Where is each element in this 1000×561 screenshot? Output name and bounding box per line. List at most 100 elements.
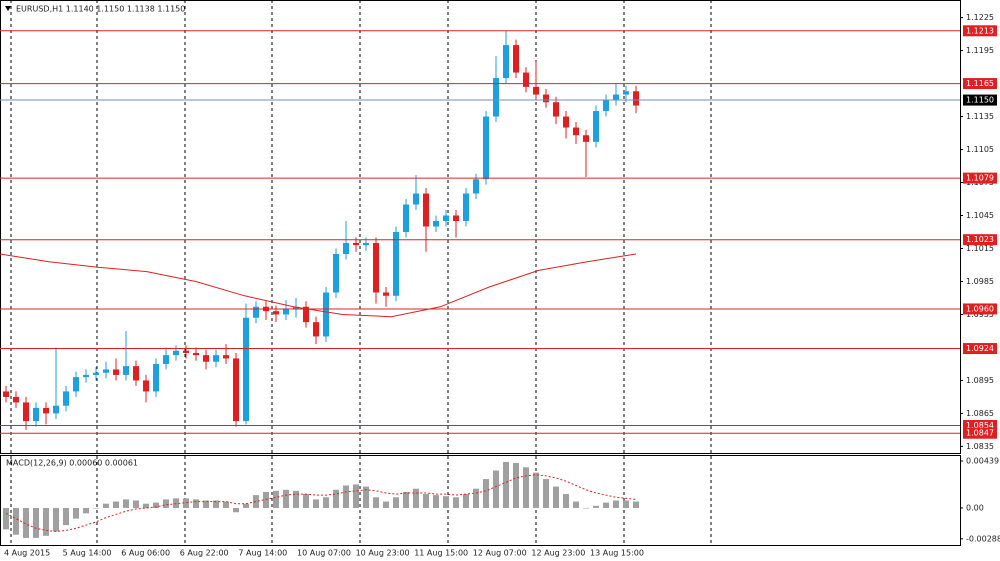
macd-bar	[183, 498, 189, 508]
candle-body	[183, 350, 189, 353]
macd-bar	[313, 499, 319, 508]
macd-bar	[433, 495, 439, 508]
candle-body	[233, 358, 239, 422]
candle-body	[173, 350, 179, 356]
x-tick-label: 10 Aug 07:00	[297, 549, 351, 558]
level-label: 1.0854	[966, 421, 994, 430]
candle-body	[303, 306, 309, 323]
macd-bar	[423, 494, 429, 508]
candle-body	[23, 402, 29, 422]
candle-body	[563, 116, 569, 128]
moving-average	[0, 253, 637, 318]
macd-bar	[83, 507, 89, 514]
macd-bar	[213, 500, 219, 508]
macd-bar	[123, 499, 129, 508]
macd-panel-border	[0, 455, 961, 546]
candle-body	[213, 355, 219, 362]
candle-body	[313, 322, 319, 337]
level-label-box	[963, 343, 997, 355]
macd-bar	[3, 507, 9, 530]
macd-bar	[53, 507, 59, 532]
candle-body	[533, 86, 539, 95]
candle-body	[403, 204, 409, 232]
candle-body	[393, 231, 399, 296]
candle-body	[63, 391, 69, 406]
current-price-label: 1.1150	[966, 96, 994, 105]
candle-body	[583, 135, 589, 142]
candle-body	[473, 179, 479, 194]
y-tick-label: 1.0895	[966, 376, 994, 385]
macd-bar	[133, 500, 139, 508]
candle-body	[573, 127, 579, 136]
macd-bar	[153, 502, 159, 508]
candle-body	[603, 100, 609, 112]
macd-bar	[33, 507, 39, 538]
macd-bar	[453, 497, 459, 508]
candle-body	[453, 215, 459, 222]
macd-y-tick-label: 0.00439	[966, 456, 999, 465]
macd-bar	[143, 503, 149, 508]
candle-body	[143, 380, 149, 392]
candle-body	[163, 355, 169, 364]
current-price-box	[963, 94, 997, 106]
level-label-box	[963, 234, 997, 246]
candle-body	[133, 366, 139, 381]
y-tick-label: 1.1135	[966, 112, 994, 121]
candle-body	[343, 242, 349, 254]
macd-bar	[383, 501, 389, 508]
x-tick-label: 7 Aug 14:00	[238, 549, 287, 558]
macd-bar	[243, 503, 249, 508]
macd-bar	[603, 502, 609, 508]
level-label-box	[963, 78, 997, 90]
macd-bar	[293, 490, 299, 508]
macd-bar	[303, 494, 309, 508]
x-tick-label: 4 Aug 2015	[4, 549, 50, 558]
macd-bar	[633, 501, 639, 508]
candle-body	[193, 352, 199, 356]
level-label: 1.1023	[966, 235, 994, 244]
candle-body	[333, 253, 339, 293]
candle-body	[513, 45, 519, 73]
macd-bar	[63, 507, 69, 526]
macd-bar	[563, 494, 569, 508]
candle-body	[93, 372, 99, 375]
macd-bar	[363, 486, 369, 508]
x-tick-label: 6 Aug 06:00	[121, 549, 170, 558]
macd-bar	[23, 507, 29, 538]
menu-triangle[interactable]	[5, 6, 11, 11]
candle-body	[543, 94, 549, 103]
candle-body	[253, 306, 259, 318]
candle-body	[43, 407, 49, 414]
candle-body	[353, 242, 359, 246]
candle-body	[423, 193, 429, 227]
macd-bar	[493, 470, 499, 508]
macd-bar	[413, 488, 419, 508]
y-tick-label: 1.1045	[966, 211, 994, 220]
macd-bar	[523, 467, 529, 508]
candle-body	[293, 306, 299, 309]
level-label-box	[963, 172, 997, 184]
macd-bar	[373, 497, 379, 508]
level-label-box	[963, 303, 997, 315]
y-tick-label: 1.1105	[966, 145, 994, 154]
candle-body	[633, 91, 639, 106]
macd-bar	[543, 479, 549, 508]
macd-label: MACD(12,26,9) 0.00060 0.00061	[6, 459, 138, 468]
candle-body	[73, 377, 79, 392]
level-label: 1.0924	[966, 344, 994, 353]
macd-bar	[193, 499, 199, 508]
macd-bar	[403, 491, 409, 508]
candle-body	[383, 292, 389, 296]
macd-bar	[223, 501, 229, 508]
macd-bar	[573, 501, 579, 508]
macd-bar	[203, 500, 209, 508]
level-label: 1.1079	[966, 174, 994, 183]
candle-body	[3, 391, 9, 397]
macd-bar	[253, 495, 259, 508]
y-tick-label: 1.0865	[966, 409, 994, 418]
level-label-box	[963, 427, 997, 439]
candle-body	[463, 193, 469, 222]
macd-bar	[263, 491, 269, 508]
candle-body	[553, 102, 559, 117]
